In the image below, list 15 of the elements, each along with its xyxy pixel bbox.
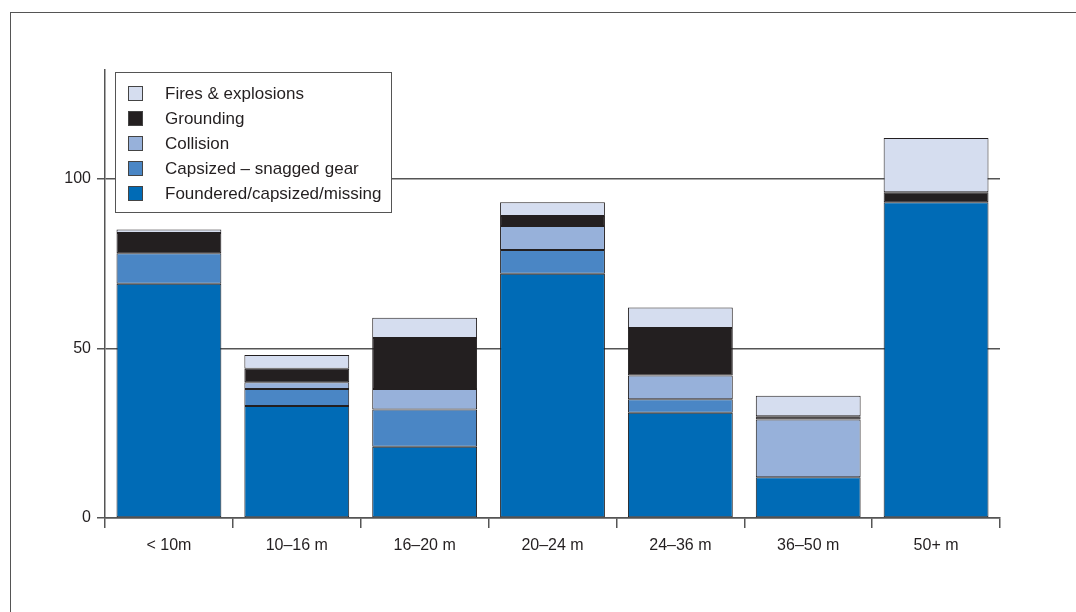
x-tick-label: 50+ m (913, 536, 959, 554)
y-tick-label: 100 (64, 169, 92, 187)
legend-label: Grounding (165, 108, 245, 129)
x-tick-label: 24–36 m (649, 536, 712, 554)
y-tick-label: 0 (82, 508, 92, 526)
legend-label: Foundered/capsized/missing (165, 183, 382, 204)
legend-label: Fires & explosions (165, 83, 304, 104)
x-tick-label: 36–50 m (777, 536, 840, 554)
y-tick-label: 50 (73, 338, 92, 356)
x-tick-label: 10–16 m (265, 536, 328, 554)
x-tick-label: < 10m (146, 536, 192, 554)
legend-label: Capsized – snagged gear (165, 158, 359, 179)
legend-label: Collision (165, 133, 230, 154)
x-tick-label: 16–20 m (393, 536, 456, 554)
x-tick-label: 20–24 m (521, 536, 584, 554)
